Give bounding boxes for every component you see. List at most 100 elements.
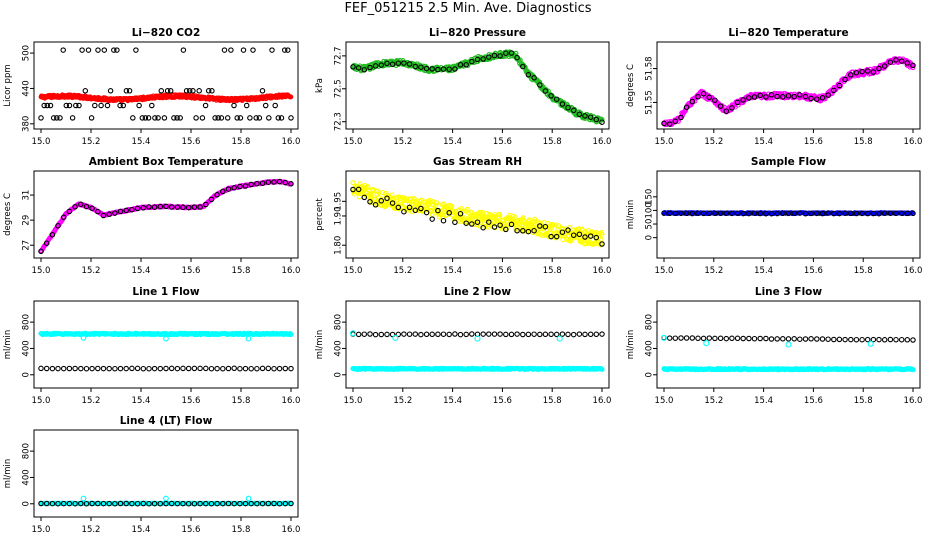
- data-point-avg: [763, 210, 769, 217]
- data-point-avg: [870, 69, 877, 75]
- data-point-avg: [44, 102, 51, 109]
- data-point-avg: [190, 88, 196, 94]
- data-point-avg: [79, 47, 85, 53]
- data-point-avg: [242, 500, 249, 507]
- y-axis-label: ml/min: [315, 330, 325, 360]
- data-point-avg: [740, 335, 746, 342]
- data-point-avg: [689, 210, 696, 217]
- data-point-avg: [88, 115, 95, 121]
- data-point-avg: [881, 337, 888, 343]
- data-point-raw: [288, 332, 294, 338]
- data-point-avg: [446, 66, 452, 72]
- data-point-avg: [520, 63, 526, 70]
- data-point-avg: [729, 210, 735, 217]
- data-point-avg: [520, 228, 526, 234]
- data-point-avg: [248, 500, 254, 507]
- data-point-raw: [521, 217, 527, 223]
- data-point-avg: [836, 210, 843, 217]
- data-point-avg: [202, 102, 209, 109]
- data-point-avg: [180, 204, 186, 211]
- data-point-avg: [117, 208, 124, 215]
- data-point-avg: [893, 336, 899, 343]
- data-point-avg: [163, 500, 169, 507]
- data-point-avg: [819, 336, 826, 342]
- data-point-avg: [134, 500, 141, 507]
- data-point-avg: [429, 216, 435, 222]
- data-point-avg: [123, 365, 129, 372]
- data-point-avg: [123, 500, 129, 507]
- data-point-avg: [457, 331, 464, 338]
- data-point-avg: [831, 336, 837, 343]
- data-point-avg: [133, 47, 139, 53]
- data-point-avg: [819, 210, 826, 217]
- data-point-raw: [465, 210, 471, 216]
- data-point-avg: [452, 331, 458, 337]
- data-point-avg: [104, 102, 111, 109]
- data-point-raw: [556, 223, 562, 229]
- data-point-avg: [531, 227, 537, 234]
- x-tick-label: 15.8: [854, 266, 873, 276]
- data-point-avg: [146, 204, 152, 210]
- data-point-avg: [706, 94, 713, 101]
- data-point-avg: [683, 335, 690, 341]
- data-point-avg: [164, 88, 171, 94]
- y-tick-label: 800: [645, 314, 655, 330]
- data-point-avg: [672, 335, 679, 341]
- data-point-avg: [191, 500, 198, 507]
- data-point-raw: [496, 214, 502, 220]
- data-point-avg: [825, 210, 831, 216]
- data-point-avg: [666, 121, 673, 127]
- x-tick-label: 16.0: [904, 396, 923, 406]
- plot-frame: [33, 170, 299, 259]
- data-point-avg: [185, 500, 192, 507]
- data-point-avg: [797, 336, 803, 342]
- data-point-avg: [689, 335, 696, 341]
- y-tick-label: 440: [22, 80, 32, 96]
- data-point-raw: [526, 217, 532, 223]
- data-point-avg: [814, 336, 820, 342]
- data-point-avg: [208, 196, 215, 203]
- data-point-avg: [220, 500, 226, 507]
- panel-title: Line 3 Flow: [755, 286, 822, 298]
- panel-sample: Sample Flow ml/min 15.0 15.2 15.4 15.6 15.8 16.…: [626, 156, 922, 276]
- data-point-avg: [185, 365, 192, 372]
- data-point-avg: [55, 223, 61, 229]
- data-point-avg: [576, 111, 583, 118]
- data-point-avg: [89, 365, 95, 372]
- panel-line2: Line 2 Flow ml/min 15.0 15.2 15.4 15.6 15.8 16.…: [315, 286, 611, 406]
- data-point-avg: [446, 210, 452, 216]
- data-point-avg: [395, 204, 402, 211]
- data-point-avg: [140, 205, 147, 211]
- data-point-avg: [537, 223, 543, 229]
- data-point-avg: [285, 47, 291, 53]
- data-point-avg: [269, 47, 275, 53]
- x-tick-label: 15.4: [132, 137, 151, 147]
- data-point-avg: [559, 229, 566, 235]
- data-point-avg: [695, 335, 701, 342]
- data-point-avg: [848, 336, 854, 343]
- data-point-avg: [887, 210, 894, 217]
- data-point-avg: [842, 336, 848, 343]
- y-tick-label: 0: [645, 372, 655, 377]
- data-point-avg: [876, 65, 882, 72]
- x-tick-label: 15.2: [393, 137, 412, 147]
- data-point-avg: [85, 47, 92, 53]
- panel-ambient: Ambient Box Temperature degrees C 15.0 15.2…: [3, 156, 300, 276]
- data-point-avg: [254, 180, 260, 187]
- data-point-avg: [254, 365, 260, 372]
- data-point-avg: [106, 365, 112, 372]
- data-point-avg: [276, 178, 283, 185]
- data-point-avg: [112, 365, 118, 372]
- data-point-avg: [723, 210, 730, 216]
- y-tick-label: 500: [22, 45, 32, 61]
- data-point-avg: [66, 102, 73, 109]
- data-point-outlier: [163, 495, 169, 502]
- y-tick-label: 380: [22, 116, 32, 132]
- data-point-avg: [231, 500, 237, 507]
- data-point-avg: [780, 94, 786, 100]
- data-point-avg: [457, 62, 464, 68]
- x-tick-label: 15.6: [804, 396, 823, 406]
- data-point-avg: [171, 115, 177, 121]
- data-point-avg: [212, 115, 218, 121]
- x-tick-label: 15.4: [443, 266, 462, 276]
